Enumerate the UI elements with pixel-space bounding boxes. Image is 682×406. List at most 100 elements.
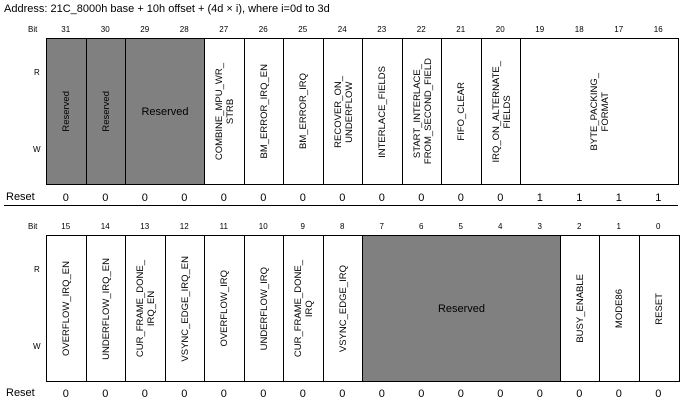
write-label: W [33,342,41,351]
field-name: BM_ERROR_IRQ_EN [259,64,270,159]
bit-number: 25 [298,25,308,34]
field-name: UNDERFLOW_IRQ_EN [101,257,112,360]
reset-value: 0 [181,388,188,400]
reset-value: 0 [260,388,267,400]
reset-label: Reset [6,191,35,203]
reset-value: 0 [378,192,385,204]
field-name: FIFO_CLEAR [456,82,467,141]
reset-value: 0 [457,388,464,400]
field-name: Reserved [141,105,189,118]
reset-value: 0 [536,388,543,400]
bit-number: 21 [456,25,466,34]
reset-value: 1 [655,192,662,204]
field-name: VSYNC_EDGE_IRQ_EN [180,255,191,362]
reset-value: 1 [576,192,583,204]
bit-number: 4 [498,222,503,231]
reserved-field: Reserved [125,38,205,185]
bit-number: 6 [419,222,424,231]
register-field: BM_ERROR_IRQ_EN [244,38,285,185]
reset-value: 0 [220,192,227,204]
field-name: VSYNC_EDGE_IRQ [338,264,349,353]
bit-number: 20 [495,25,505,34]
bit-number: 28 [179,25,189,34]
reset-value: 0 [497,192,504,204]
register-field: FIFO_CLEAR [441,38,482,185]
reset-value: 1 [615,192,622,204]
field-name: CUR_FRAME_DONE_ IRQ [292,259,315,358]
register-field: VSYNC_EDGE_IRQ [323,235,364,382]
field-name: Reserved [101,91,112,132]
field-name: CUR_FRAME_DONE_ IRQ_EN [134,259,157,358]
field-name: MODE86 [614,288,625,329]
field-name: BYTE_PACKING_ FORMAT [588,72,611,151]
bit-number: 3 [537,222,542,231]
reset-value: 0 [102,388,109,400]
register-field: INTERLACE_FIELDS [362,38,403,185]
bit-number: 8 [340,222,345,231]
bit-number: 22 [416,25,426,34]
register-address: Address: 21C_8000h base + 10h offset + (… [4,3,330,15]
bit-number: 9 [300,222,305,231]
reset-value: 0 [62,192,69,204]
field-name: RESET [654,292,665,325]
read-label: R [34,68,40,77]
bit-number: 24 [337,25,347,34]
bit-number: 13 [140,222,150,231]
register-field: RESET [639,235,680,382]
reset-value: 0 [339,388,346,400]
read-label: R [34,265,40,274]
reset-value: 0 [141,388,148,400]
register-field: RECOVER_ON_ UNDERFLOW [323,38,364,185]
reset-value: 0 [655,388,662,400]
bit-number: 0 [656,222,661,231]
field-name: BUSY_ENABLE [575,274,586,343]
field-name: OVERFLOW_IRQ [219,270,230,347]
register-field: BM_ERROR_IRQ [283,38,324,185]
register-field: START_INTERLACE_ FROM_SECOND_FIELD [402,38,443,185]
field-name: START_INTERLACE_ FROM_SECOND_FIELD [411,58,434,165]
reset-value: 0 [615,388,622,400]
register-field: OVERFLOW_IRQ_EN [46,235,87,382]
bit-number: 2 [577,222,582,231]
register-field: CUR_FRAME_DONE_ IRQ_EN [125,235,166,382]
write-label: W [33,145,41,154]
bit-label: Bit [28,222,38,231]
reset-value: 0 [418,388,425,400]
reserved-field: Reserved [362,235,561,382]
bit-number: 31 [61,25,71,34]
register-field: BUSY_ENABLE [560,235,601,382]
reset-value: 0 [576,388,583,400]
reserved-field: Reserved [46,38,87,185]
reset-value: 0 [299,192,306,204]
reset-value: 0 [418,192,425,204]
field-name: IRQ_ON_ALTERNATE_ FIELDS [490,60,513,163]
reset-value: 0 [220,388,227,400]
bit-number: 1 [616,222,621,231]
bit-number: 17 [614,25,624,34]
bit-number: 16 [653,25,663,34]
bit-number: 18 [574,25,584,34]
reset-value: 0 [141,192,148,204]
bit-number: 14 [100,222,110,231]
bit-number: 19 [535,25,545,34]
bit-number: 26 [258,25,268,34]
field-name: OVERFLOW_IRQ_EN [61,260,72,357]
field-name: RECOVER_ON_ UNDERFLOW [332,75,355,148]
reset-value: 0 [497,388,504,400]
bit-number: 12 [179,222,189,231]
field-name: Reserved [437,302,486,315]
reset-value: 0 [378,388,385,400]
reset-value: 0 [457,192,464,204]
bit-label: Bit [28,25,38,34]
reserved-field: Reserved [86,38,127,185]
reset-value: 0 [62,388,69,400]
reset-value: 0 [181,192,188,204]
field-name: BM_ERROR_IRQ [298,73,309,150]
row-divider [4,205,678,206]
register-field: UNDERFLOW_IRQ [244,235,285,382]
reset-value: 0 [299,388,306,400]
register-field: OVERFLOW_IRQ [204,235,245,382]
register-field: MODE86 [599,235,640,382]
register-field: COMBINE_MPU_WR_ STRB [204,38,245,185]
register-field: UNDERFLOW_IRQ_EN [86,235,127,382]
